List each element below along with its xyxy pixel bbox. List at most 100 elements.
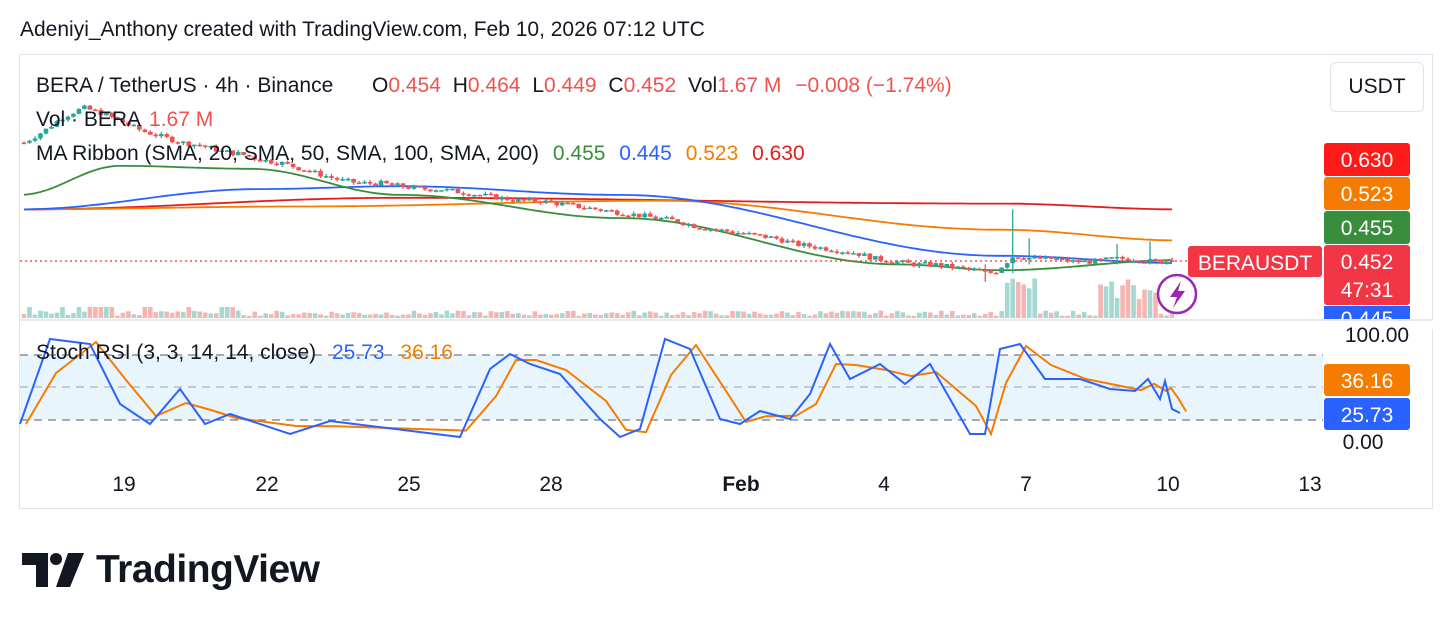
- candle-body: [774, 236, 779, 239]
- volume-bar: [527, 315, 532, 318]
- volume-bar: [263, 313, 268, 318]
- volume-bar: [1092, 315, 1098, 318]
- candle-body: [576, 203, 582, 208]
- volume-bar: [823, 313, 829, 318]
- candle-body: [417, 186, 422, 188]
- volume-bar: [746, 313, 752, 318]
- candle-body: [527, 198, 532, 201]
- volume-bar: [362, 314, 367, 318]
- currency-button[interactable]: USDT: [1330, 62, 1424, 112]
- volume-bar: [455, 310, 461, 318]
- candle-body: [598, 209, 604, 211]
- candle-body: [658, 217, 664, 220]
- volume-bar: [757, 313, 763, 318]
- volume-bar: [439, 314, 444, 318]
- candle-body: [741, 233, 746, 235]
- volume-bar: [559, 313, 565, 318]
- volume-bar: [949, 311, 955, 318]
- volume-bar: [1076, 314, 1081, 318]
- candle-body: [197, 144, 203, 147]
- price-axis: 0.630 0.523 0.455 0.452 47:31 0.445 BERA…: [1188, 143, 1410, 331]
- volume-bar: [340, 314, 345, 318]
- volume-bar: [1169, 313, 1175, 318]
- candle-body: [719, 229, 724, 231]
- candle-body: [406, 187, 411, 189]
- candle-body: [488, 193, 494, 196]
- volume-bar: [257, 315, 263, 318]
- volume-bar: [570, 310, 576, 318]
- ma20-line: [23, 165, 1173, 272]
- volume-bar: [1037, 313, 1043, 318]
- stoch-d-tag: 36.16: [1341, 370, 1394, 393]
- candle-body: [87, 105, 93, 110]
- candle-body: [1015, 257, 1021, 259]
- volume-bar: [307, 312, 312, 318]
- legend-symbol[interactable]: BERA / TetherUS · 4h · Binance: [36, 74, 333, 97]
- candle-body: [71, 113, 76, 117]
- candle-body: [851, 253, 856, 255]
- candle-body: [131, 124, 137, 127]
- x-tick: 25: [397, 473, 420, 496]
- candle-body: [246, 154, 252, 157]
- candle-body: [444, 188, 450, 191]
- candle-body: [977, 269, 983, 271]
- candle-body: [241, 152, 247, 155]
- candle-body: [263, 160, 268, 162]
- candle-body: [285, 161, 290, 164]
- volume-bar: [664, 312, 669, 318]
- candle-body: [356, 182, 362, 185]
- volume-bar: [713, 313, 719, 318]
- tradingview-logo[interactable]: TradingView: [22, 548, 320, 592]
- candle-body: [1070, 260, 1076, 262]
- volume-bar: [98, 307, 104, 318]
- stoch-scale-bottom: 0.00: [1343, 431, 1384, 454]
- candle-body: [1026, 258, 1032, 260]
- candle-body: [477, 194, 483, 197]
- volume-bar: [1070, 310, 1076, 318]
- volume-bar: [197, 311, 203, 318]
- candle-body: [290, 163, 296, 168]
- volume-bar: [724, 315, 730, 318]
- volume-bar: [1021, 284, 1026, 318]
- candle-body: [669, 217, 675, 220]
- volume-bar: [466, 315, 472, 318]
- stoch-scale-top: 100.00: [1345, 324, 1409, 347]
- volume-bar: [494, 312, 499, 318]
- x-tick: 28: [539, 473, 562, 496]
- candle-body: [818, 247, 823, 249]
- candle-body: [867, 253, 873, 260]
- candle-body: [735, 233, 741, 235]
- volume-bar: [960, 314, 966, 318]
- chart-frame[interactable]: [19, 54, 1433, 509]
- candle-body: [1087, 260, 1092, 264]
- volume-bar: [1114, 297, 1120, 318]
- lightning-icon[interactable]: [1156, 273, 1198, 315]
- candle-body: [521, 199, 527, 201]
- volume-bar: [631, 310, 637, 318]
- volume-bar: [126, 311, 131, 318]
- candle-body: [993, 272, 999, 275]
- candle-body: [186, 141, 192, 147]
- candle-body: [807, 243, 812, 247]
- candle-body: [559, 202, 565, 206]
- volume-bar: [21, 313, 27, 318]
- legend-ma-ribbon[interactable]: MA Ribbon (SMA, 20, SMA, 50, SMA, 100, S…: [36, 142, 805, 165]
- candle-body: [675, 219, 680, 223]
- volume-bar: [532, 311, 538, 318]
- candle-body: [1048, 256, 1054, 259]
- legend-volume[interactable]: Vol · BERA 1.67 M: [36, 108, 213, 131]
- candle-body: [532, 198, 538, 202]
- volume-bar: [521, 314, 527, 318]
- candle-body: [27, 140, 32, 143]
- candle-body: [235, 152, 241, 156]
- candle-body: [922, 262, 928, 264]
- time-axis[interactable]: 19 22 25 28 Feb 4 7 10 13: [112, 473, 1321, 496]
- candle-body: [307, 170, 312, 173]
- candle-body: [1131, 260, 1136, 263]
- countdown-tag: 47:31: [1341, 279, 1394, 302]
- candle-body: [845, 252, 851, 254]
- volume-bar: [768, 314, 774, 318]
- volume-bar: [137, 315, 142, 318]
- stoch-legend[interactable]: Stoch RSI (3, 3, 14, 14, close) 25.73 36…: [36, 341, 453, 364]
